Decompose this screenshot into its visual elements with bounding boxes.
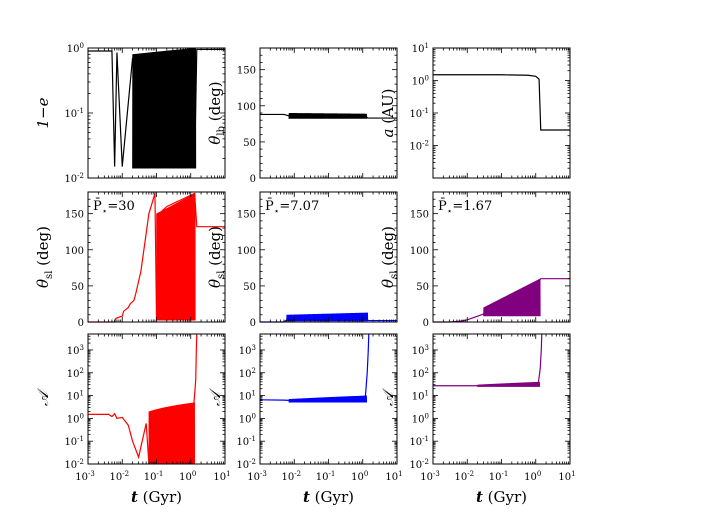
y-axis-label: 𝒜 — [379, 387, 397, 406]
panel-A_blue: 10-3 10-2 10-1 100 10110310210110010-110-2𝒜t… — [206, 333, 403, 506]
series-oscillation-theta_lb — [288, 112, 368, 119]
panel-theta_sl_blue: 0 50 100 150 θsl (deg) P̄⋆=7.07 — [206, 191, 398, 329]
x-tick-label: 100 — [179, 470, 196, 483]
series-line-theta_lb — [260, 113, 397, 119]
y-axis-label: a (AU) — [379, 89, 397, 138]
y-tick-label: 101 — [412, 390, 429, 403]
y-axis-label: θlb (deg) — [206, 81, 227, 144]
y-axis-label: θsl (deg) — [206, 226, 227, 288]
x-tick-label: 10-1 — [489, 470, 509, 483]
y-tick-label: 10-1 — [409, 435, 429, 448]
y-tick-label: 100 — [65, 246, 84, 257]
panel-a: 101 100 10-1 10-2 a (AU) — [379, 42, 571, 179]
x-axis-label: t (Gyr) — [303, 488, 354, 506]
series-oscillation-1-e — [132, 48, 197, 169]
y-tick-label: 0 — [250, 318, 256, 329]
x-tick-label: 10-1 — [144, 470, 164, 483]
y-tick-label: 100 — [67, 412, 84, 425]
y-tick-label: 101 — [67, 390, 84, 403]
y-tick-label: 10-2 — [409, 458, 429, 471]
x-tick-label: 101 — [385, 470, 402, 483]
y-tick-label: 103 — [239, 344, 256, 357]
x-tick-label: 100 — [351, 470, 368, 483]
x-tick-label: 101 — [213, 470, 230, 483]
panel-theta_sl_purple: 0 50 100 150 θsl (deg) P̄⋆=1.67 — [379, 191, 571, 329]
y-tick-label: 10-1 — [409, 107, 429, 120]
y-tick-label: 150 — [237, 66, 256, 77]
series-oscillation-theta_sl_red — [156, 193, 196, 321]
y-tick-label: 100 — [237, 102, 256, 113]
x-tick-label: 101 — [558, 470, 575, 483]
x-tick-label: 10-3 — [247, 470, 267, 483]
x-tick-label: 10-2 — [109, 470, 129, 483]
y-tick-label: 100 — [237, 246, 256, 257]
y-axis-label: 𝒜 — [34, 387, 52, 406]
y-tick-label: 50 — [416, 282, 429, 293]
y-axis-label: 𝒜 — [206, 387, 224, 406]
y-tick-label: 0 — [423, 318, 429, 329]
panel-1-e: 100 10-1 10-2 1−e — [34, 42, 226, 185]
series-line-theta_sl_red — [88, 192, 225, 323]
series-line-A_blue — [259, 333, 370, 402]
panel-A_red: 10-3 10-2 10-1 100 10110310210110010-110-2𝒜t… — [34, 333, 231, 506]
series-line-theta_sl_blue — [260, 315, 397, 323]
y-axis-label: θsl (deg) — [34, 226, 55, 288]
y-tick-label: 50 — [243, 138, 256, 149]
period-annotation: P̄⋆=7.07 — [265, 198, 319, 217]
period-annotation: P̄⋆=1.67 — [438, 198, 492, 217]
y-axis-label: 1−e — [34, 97, 52, 128]
y-tick-label: 101 — [412, 42, 429, 55]
y-tick-label: 0 — [78, 318, 84, 329]
y-tick-label: 10-1 — [64, 107, 84, 120]
y-tick-label: 50 — [243, 282, 256, 293]
y-tick-label: 102 — [412, 367, 429, 380]
series-oscillation-A_blue — [288, 395, 368, 403]
axes-frame — [432, 333, 571, 465]
y-tick-label: 100 — [412, 75, 429, 88]
y-tick-label: 100 — [410, 246, 429, 257]
y-tick-label: 10-1 — [64, 435, 84, 448]
y-axis-label: θsl (deg) — [379, 226, 400, 288]
y-tick-label: 10-2 — [64, 458, 84, 471]
y-tick-label: 0 — [250, 174, 256, 185]
series-line-A_purple — [433, 333, 543, 387]
y-tick-label: 10-1 — [236, 435, 256, 448]
y-tick-label: 100 — [67, 42, 84, 55]
series-line-1-e — [88, 48, 225, 167]
y-tick-label: 103 — [412, 344, 429, 357]
x-tick-label: 100 — [524, 470, 541, 483]
x-tick-label: 10-2 — [454, 470, 474, 483]
y-tick-label: 100 — [412, 412, 429, 425]
panel-A_purple: 10-3 10-2 10-1 100 10110310210110010-110-2𝒜t… — [379, 333, 576, 506]
y-tick-label: 10-2 — [64, 172, 84, 185]
y-tick-label: 102 — [67, 367, 84, 380]
period-annotation: P̄⋆=30 — [93, 198, 135, 217]
x-axis-label: t (Gyr) — [476, 488, 527, 506]
y-tick-label: 150 — [65, 210, 84, 221]
y-tick-label: 102 — [239, 367, 256, 380]
x-axis-label: t (Gyr) — [131, 488, 182, 506]
x-tick-label: 10-2 — [281, 470, 301, 483]
y-tick-label: 100 — [239, 412, 256, 425]
y-tick-label: 10-2 — [409, 140, 429, 153]
y-tick-label: 50 — [71, 282, 84, 293]
y-tick-label: 103 — [67, 344, 84, 357]
series-line-a — [433, 74, 570, 131]
series-oscillation-theta_sl_purple — [483, 278, 541, 317]
y-tick-label: 101 — [239, 390, 256, 403]
y-tick-label: 150 — [410, 210, 429, 221]
x-tick-label: 10-1 — [316, 470, 336, 483]
x-tick-label: 10-3 — [420, 470, 440, 483]
panel-theta_sl_red: 0 50 100 150 θsl (deg) P̄⋆=30 — [34, 191, 226, 329]
axes-frame — [432, 47, 571, 179]
axes-frame — [259, 47, 398, 179]
series-line-A_red — [88, 333, 198, 465]
x-tick-label: 10-3 — [75, 470, 95, 483]
y-tick-label: 150 — [237, 210, 256, 221]
y-tick-label: 10-2 — [236, 458, 256, 471]
panel-theta_lb: 0 50 100 150 θlb (deg) — [206, 47, 398, 185]
series-oscillation-A_purple — [477, 381, 541, 387]
